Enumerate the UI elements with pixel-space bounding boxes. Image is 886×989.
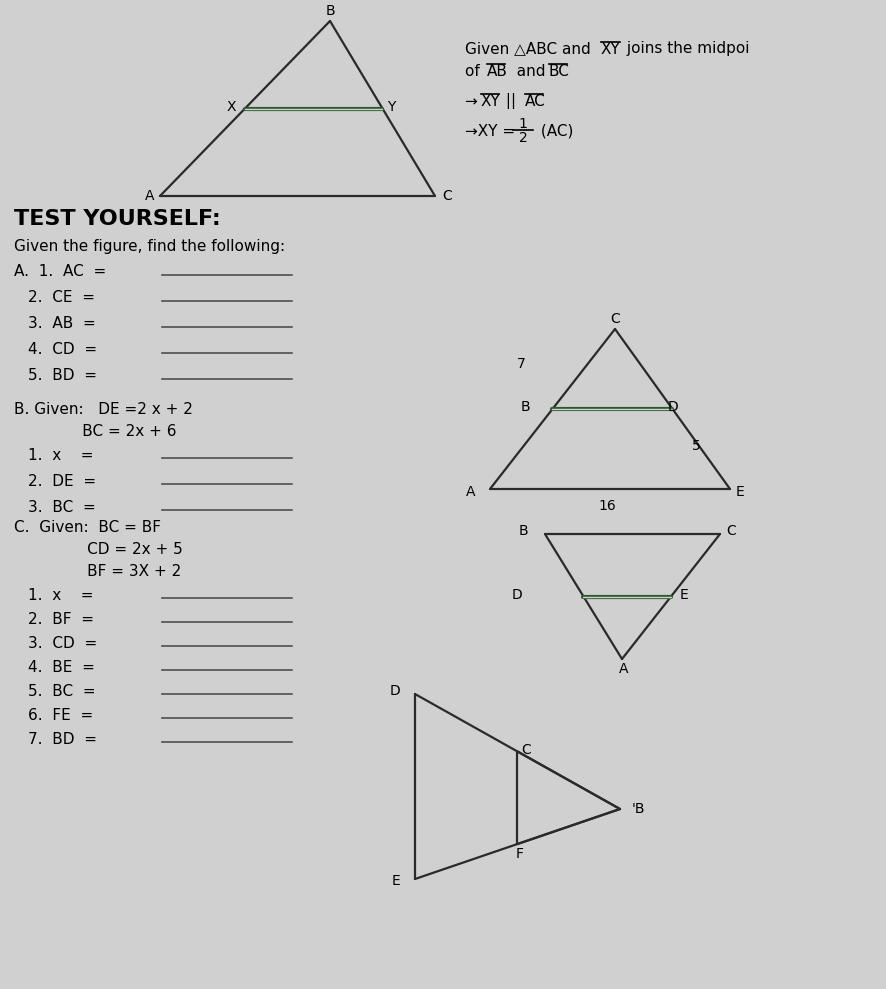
Text: 3.  AB  =: 3. AB = [28,316,96,331]
Text: B. Given:   DE =2 x + 2: B. Given: DE =2 x + 2 [14,402,193,416]
Text: C: C [610,312,620,326]
Text: 2.  DE  =: 2. DE = [28,474,96,489]
Text: BF = 3X + 2: BF = 3X + 2 [14,564,182,579]
Text: Given △ABC and: Given △ABC and [465,42,595,56]
Text: 3.  BC  =: 3. BC = [28,499,96,514]
Text: 5.  BD  =: 5. BD = [28,369,97,384]
Text: 16: 16 [598,499,616,513]
Text: E: E [736,485,745,499]
Text: B: B [518,524,528,538]
Text: 5: 5 [692,439,701,453]
Text: A: A [465,485,475,499]
Text: 1.  x    =: 1. x = [28,587,94,602]
Text: ||: || [501,93,521,109]
Text: C: C [726,524,735,538]
Text: A: A [619,662,629,676]
Text: C: C [522,743,532,757]
Text: 2.  CE  =: 2. CE = [28,291,95,306]
Text: E: E [680,588,688,602]
Text: 1: 1 [518,117,527,131]
Text: →XY =: →XY = [465,124,520,138]
Text: 4.  BE  =: 4. BE = [28,660,95,674]
Text: Given the figure, find the following:: Given the figure, find the following: [14,238,285,253]
Text: →: → [465,94,483,109]
Text: BC = 2x + 6: BC = 2x + 6 [14,423,176,438]
Text: A.  1.  AC  =: A. 1. AC = [14,264,106,280]
Text: XY: XY [601,42,621,56]
Text: CD = 2x + 5: CD = 2x + 5 [14,542,183,557]
Text: 1.  x    =: 1. x = [28,447,94,463]
Text: C.  Given:  BC = BF: C. Given: BC = BF [14,519,161,534]
Text: F: F [516,847,524,861]
Text: D: D [511,588,522,602]
Text: E: E [392,874,400,888]
Text: TEST YOURSELF:: TEST YOURSELF: [14,209,221,229]
Text: BC: BC [549,63,570,78]
Text: D: D [389,684,400,698]
Text: 4.  CD  =: 4. CD = [28,342,97,357]
Text: AC: AC [525,94,546,109]
Text: of: of [465,63,485,78]
Text: (AC): (AC) [536,124,573,138]
Text: 6.  FE  =: 6. FE = [28,707,93,723]
Text: 2.  BF  =: 2. BF = [28,611,94,626]
Text: XY: XY [481,94,501,109]
Text: D: D [668,400,679,414]
Text: 2: 2 [518,131,527,145]
Text: X: X [227,100,237,114]
Text: B: B [325,4,335,18]
Text: 'B: 'B [632,802,646,816]
Text: and: and [507,63,556,78]
Text: C: C [442,189,452,203]
Text: 7: 7 [517,357,525,371]
Text: Y: Y [387,100,395,114]
Text: joins the midpoi: joins the midpoi [622,42,750,56]
Text: 5.  BC  =: 5. BC = [28,683,96,698]
Text: 7.  BD  =: 7. BD = [28,732,97,747]
Text: AB: AB [487,63,508,78]
Text: 3.  CD  =: 3. CD = [28,636,97,651]
Text: B: B [520,400,530,414]
Text: A: A [145,189,154,203]
